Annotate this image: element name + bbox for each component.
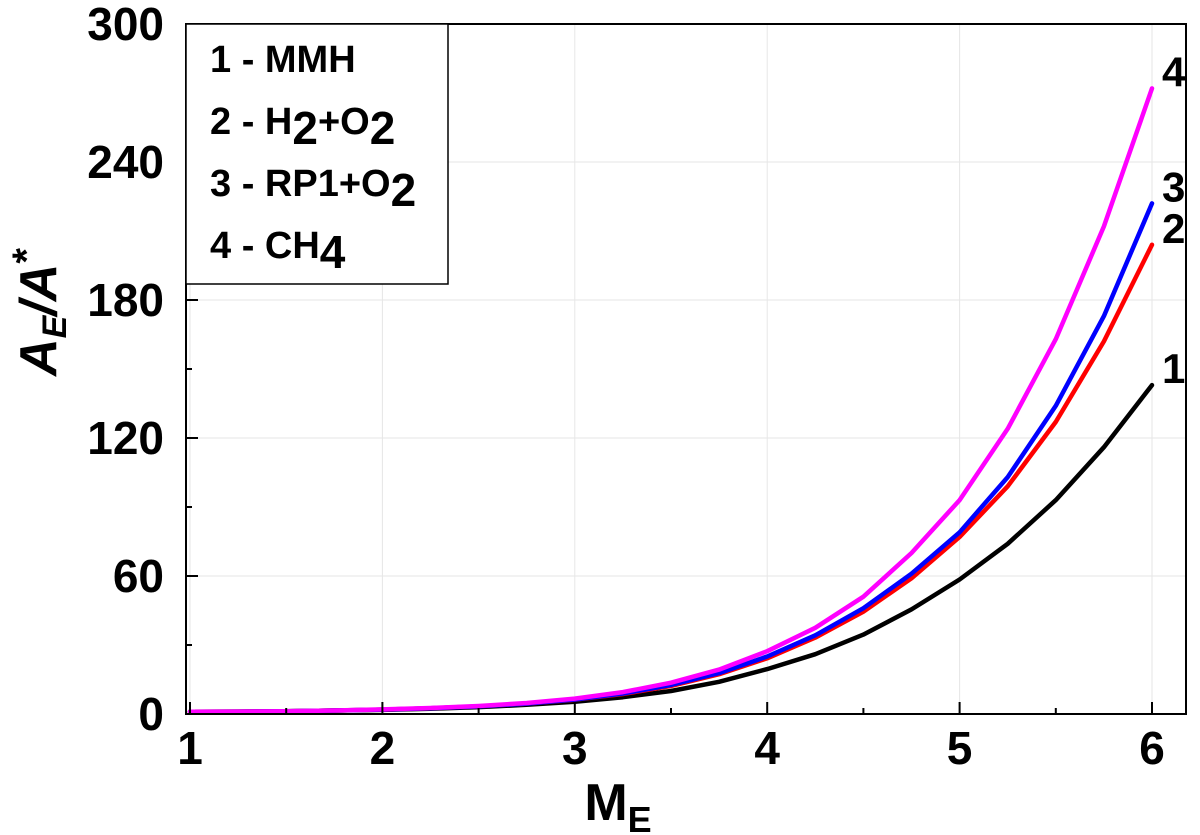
legend-entry-4: 4 - CH4 [210, 225, 346, 278]
legend-entry-3: 3 - RP1+O2 [210, 163, 416, 216]
legend-entry-part: +O [318, 101, 370, 143]
series-end-label-4: 4 [1162, 48, 1186, 95]
x-axis-title-main: M [584, 774, 627, 832]
legend-entry-1: 1 - MMH [210, 39, 356, 81]
x-tick-label: 5 [947, 722, 973, 774]
y-tick-label: 60 [113, 550, 164, 602]
series-end-label-2: 2 [1162, 205, 1185, 252]
y-axis-title-sub: E [36, 314, 74, 338]
series-line-4 [187, 86, 1155, 714]
legend-entry-part: 3 - RP1+O [210, 163, 391, 205]
legend-entry-part: 2 [391, 164, 417, 216]
x-tick-label: 6 [1139, 722, 1165, 774]
legend-entry-part: 2 [292, 102, 318, 154]
series-end-label-3: 3 [1162, 163, 1185, 210]
y-tick-label: 120 [87, 412, 164, 464]
legend-entry-part: 2 - H [210, 101, 292, 143]
x-axis-title-sub: E [628, 799, 652, 835]
legend-entry-part: 2 [370, 102, 396, 154]
series-lines [187, 86, 1155, 714]
x-tick-label: 4 [754, 722, 780, 774]
legend-entry-part: 4 - CH [210, 225, 320, 267]
y-axis-title-sup: * [5, 248, 49, 264]
legend-box [185, 23, 449, 285]
y-axis-title-a1: A [10, 338, 68, 378]
y-tick-label: 0 [138, 688, 164, 740]
x-tick-label: 1 [177, 722, 203, 774]
y-tick-label: 300 [87, 0, 164, 50]
x-tick-label: 2 [370, 722, 396, 774]
x-tick-label: 3 [562, 722, 588, 774]
y-axis-title: AE/A* [5, 248, 74, 378]
y-tick-label: 240 [87, 136, 164, 188]
legend-entry-2: 2 - H2+O2 [210, 101, 395, 154]
series-end-label-1: 1 [1162, 345, 1185, 392]
y-tick-label: 180 [87, 274, 164, 326]
y-axis-title-a2: A [10, 264, 68, 304]
series-end-labels: 1 23 4 [1162, 48, 1186, 392]
legend-entry-part: 1 - MMH [210, 39, 356, 81]
x-axis-title: ME [584, 774, 651, 835]
legend-entry-part: 4 [320, 226, 346, 278]
